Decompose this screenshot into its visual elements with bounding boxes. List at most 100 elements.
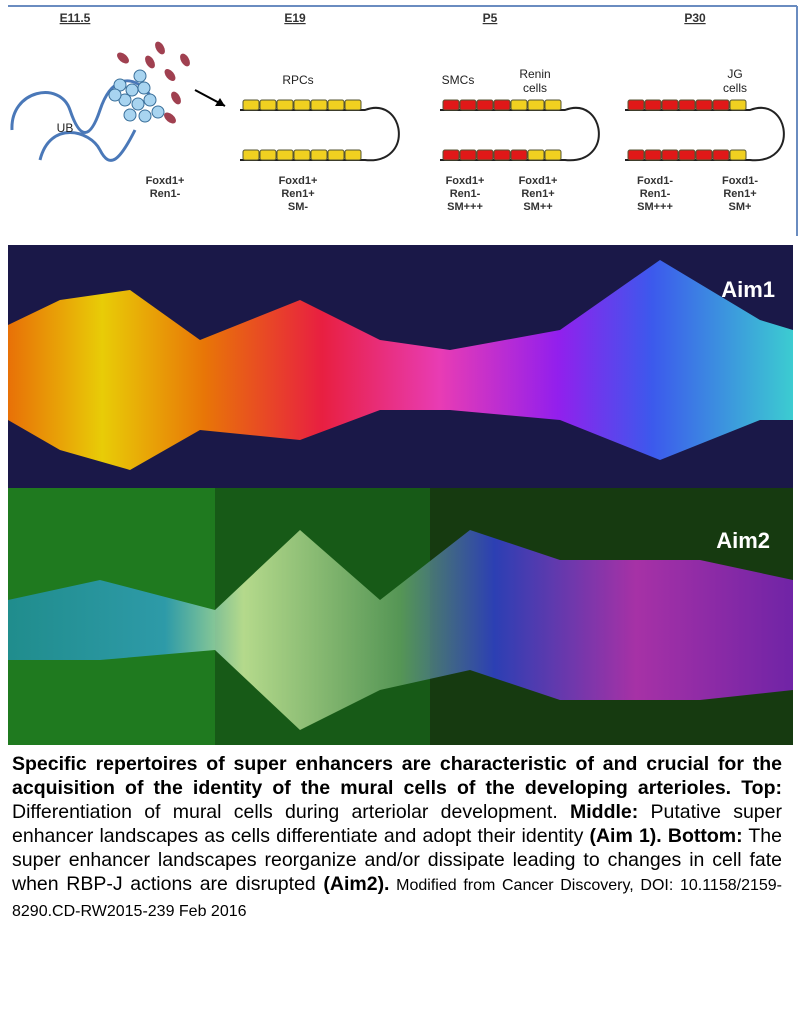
cell: [459, 149, 477, 161]
marker-line: SM-: [288, 201, 309, 213]
marker-line: Foxd1+: [279, 175, 318, 187]
marker-line: Ren1+: [521, 188, 554, 200]
cell: [293, 149, 311, 161]
cell: [476, 99, 494, 111]
stage-label: E11.5: [60, 11, 91, 25]
vessels: [240, 99, 785, 162]
marker-label: Foxd1+ Ren1-: [146, 175, 185, 200]
cell: [476, 149, 494, 161]
caption-segment: Differentiation of mural cells during ar…: [12, 801, 570, 823]
panel-label: Aim1: [721, 277, 775, 302]
vessel-wall: [625, 106, 785, 162]
marker-line: Ren1-: [450, 188, 481, 200]
cell: [242, 149, 260, 161]
marker-line: Ren1+: [723, 188, 756, 200]
cell: [627, 99, 645, 111]
cell: [327, 149, 345, 161]
marker-label: Foxd1+ Ren1-SM+++: [446, 175, 485, 213]
cell: [544, 99, 562, 111]
cell: [442, 99, 460, 111]
cell: [510, 149, 528, 161]
cell-label-line: Renin: [519, 67, 550, 81]
marker-line: Ren1-: [640, 188, 671, 200]
cell-label-line: JG: [727, 67, 742, 81]
cell-label: RPCs: [282, 73, 313, 87]
arrowhead: [215, 98, 225, 106]
landscape: [8, 530, 793, 730]
cell: [442, 149, 460, 161]
cell: [327, 99, 345, 111]
marker-label: Foxd1-Ren1+ SM+: [722, 175, 758, 213]
marker-line: Ren1+: [281, 188, 314, 200]
cell: [729, 149, 747, 161]
caption-segment: (Aim2).: [323, 873, 390, 895]
cell: [344, 99, 362, 111]
cell: [695, 149, 713, 161]
cell: [729, 99, 747, 111]
marker-line: Foxd1+: [519, 175, 558, 187]
marker-label: Foxd1+ Ren1+ SM-: [279, 175, 318, 213]
marker-line: Foxd1-: [637, 175, 673, 187]
aim2-panel: Aim2: [8, 488, 793, 745]
cell: [712, 149, 730, 161]
cell-label: SMCs: [442, 73, 475, 87]
marker-line: SM+: [729, 201, 752, 213]
cell: [259, 149, 277, 161]
stage-label: E19: [284, 11, 306, 25]
marker-line: SM+++: [637, 201, 673, 213]
marker-label: Foxd1-Ren1-SM+++: [637, 175, 673, 213]
marker-line: Ren1-: [150, 188, 181, 200]
cell: [510, 99, 528, 111]
marker-line: SM+++: [447, 201, 483, 213]
cell-label: UB: [57, 121, 74, 135]
cell: [344, 149, 362, 161]
landscape: [8, 260, 793, 470]
cell: [527, 149, 545, 161]
cell: [695, 99, 713, 111]
cell-label: JG cells: [723, 67, 747, 95]
vessel-wall: [240, 106, 400, 162]
top-diagram: [8, 5, 798, 236]
cell: [644, 149, 662, 161]
cell: [678, 99, 696, 111]
cell: [310, 149, 328, 161]
cell: [661, 99, 679, 111]
cell: [459, 99, 477, 111]
caption-segment: The super enhancer landscapes reorganize…: [12, 825, 782, 895]
caption-segment: Modified from Cancer Discovery, DOI: 10.…: [12, 877, 782, 920]
cell: [242, 99, 260, 111]
cell-label-line: UB: [57, 121, 74, 135]
cell: [661, 149, 679, 161]
cell-label-line: SMCs: [442, 73, 475, 87]
cell: [293, 99, 311, 111]
cell-label-line: cells: [723, 81, 747, 95]
marker-line: SM++: [523, 201, 552, 213]
cell: [276, 149, 294, 161]
cell-label-line: RPCs: [282, 73, 313, 87]
aim1-panel: Aim1: [8, 245, 793, 488]
cell: [712, 99, 730, 111]
cell: [527, 99, 545, 111]
caption-segment: Putative super enhancer landscapes as ce…: [12, 801, 782, 847]
cell: [310, 99, 328, 111]
cell: [678, 149, 696, 161]
cell-label: Renin cells: [519, 67, 550, 95]
cell: [644, 99, 662, 111]
vessel-wall: [440, 106, 600, 162]
cell: [544, 149, 562, 161]
cell: [627, 149, 645, 161]
marker-line: Foxd1+: [446, 175, 485, 187]
panel-label: Aim2: [716, 528, 770, 553]
caption-segment: (Aim 1). Bottom:: [589, 825, 743, 847]
stromal-cells: [117, 41, 190, 124]
cell: [493, 99, 511, 111]
progenitor-cluster: [108, 69, 165, 123]
marker-label: Foxd1+ Ren1+ SM++: [519, 175, 558, 213]
cell: [259, 99, 277, 111]
cell: [493, 149, 511, 161]
caption-segment: Specific repertoires of super enhancers …: [12, 753, 782, 799]
stage-label: P30: [684, 11, 706, 25]
cell: [276, 99, 294, 111]
